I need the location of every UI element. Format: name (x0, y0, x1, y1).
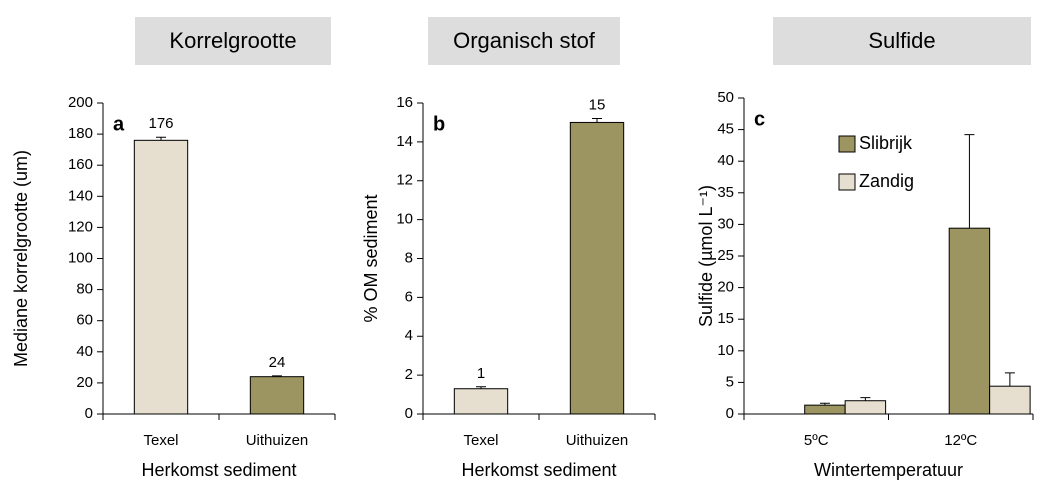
y-tick-label: 8 (405, 249, 413, 266)
y-tick-label: 35 (717, 184, 734, 201)
x-tick-label: Uithuizen (566, 432, 629, 449)
error-bar (860, 397, 871, 401)
x-tick-label: Texel (463, 432, 498, 449)
value-label: 176 (148, 115, 173, 132)
y-tick-label: 2 (405, 366, 413, 383)
panel-header (135, 17, 331, 65)
y-axis-label: Mediane korrelgrootte (um) (11, 150, 31, 367)
legend-swatch (838, 135, 856, 153)
bar (133, 139, 189, 415)
x-axis-label: Herkomst sediment (141, 460, 296, 480)
y-tick-label: 80 (76, 281, 93, 298)
panel-title: Korrelgrootte (169, 28, 296, 53)
y-tick-label: 12 (396, 172, 413, 189)
y-tick-label: 6 (405, 288, 413, 305)
y-tick-label: 10 (396, 211, 413, 228)
y-tick-label: 0 (405, 405, 413, 422)
legend-swatch (838, 173, 856, 191)
x-tick-label: 5ºC (804, 432, 829, 449)
y-axis-label: Sulfide (µmol L⁻¹) (696, 185, 716, 327)
y-axis-label: % OM sediment (361, 194, 381, 322)
y-tick-label: 45 (717, 121, 734, 138)
bar (844, 400, 887, 415)
error-bar (1004, 372, 1015, 387)
y-tick-label: 0 (85, 405, 93, 422)
y-tick-label: 14 (396, 133, 413, 150)
y-tick-label: 140 (68, 187, 93, 204)
y-tick-label: 4 (405, 327, 413, 344)
panel-letter: c (754, 108, 765, 130)
y-tick-label: 40 (717, 152, 734, 169)
bar (453, 388, 509, 415)
error-bar (272, 375, 282, 377)
y-tick-label: 200 (68, 94, 93, 111)
y-tick-label: 20 (76, 374, 93, 391)
legend-label: Zandig (859, 171, 914, 191)
y-tick-label: 16 (396, 94, 413, 111)
y-tick-label: 180 (68, 125, 93, 142)
panel-header (428, 17, 620, 65)
x-tick-label: Texel (143, 432, 178, 449)
y-tick-label: 40 (76, 343, 93, 360)
error-bar (592, 118, 602, 123)
bar (249, 376, 305, 415)
value-label: 15 (589, 97, 606, 114)
y-tick-label: 15 (717, 310, 734, 327)
x-axis-label: Wintertemperatuur (814, 460, 963, 480)
value-label: 1 (477, 365, 485, 382)
y-tick-label: 5 (726, 373, 734, 390)
panel-header (773, 17, 1031, 65)
y-tick-label: 120 (68, 218, 93, 235)
error-bar (819, 402, 830, 406)
y-tick-label: 25 (717, 247, 734, 264)
bar (804, 404, 846, 415)
value-label: 24 (269, 354, 286, 371)
bar (569, 121, 625, 415)
y-tick-label: 10 (717, 342, 734, 359)
error-bar (964, 134, 975, 229)
y-tick-label: 160 (68, 156, 93, 173)
panel-letter: a (113, 113, 125, 135)
panel-title: Sulfide (868, 28, 935, 53)
error-bar (476, 386, 486, 389)
y-tick-label: 30 (717, 215, 734, 232)
x-axis-label: Herkomst sediment (461, 460, 616, 480)
y-tick-label: 20 (717, 279, 734, 296)
x-tick-label: Uithuizen (246, 432, 309, 449)
y-tick-label: 100 (68, 249, 93, 266)
y-tick-label: 50 (717, 89, 734, 106)
bar (989, 385, 1031, 415)
error-bar (156, 136, 166, 141)
legend-label: Slibrijk (859, 133, 913, 153)
x-tick-label: 12ºC (944, 432, 977, 449)
y-tick-label: 60 (76, 312, 93, 329)
panel-letter: b (433, 113, 445, 135)
y-tick-label: 0 (726, 405, 734, 422)
bar (948, 227, 991, 415)
panel-title: Organisch stof (453, 28, 596, 53)
